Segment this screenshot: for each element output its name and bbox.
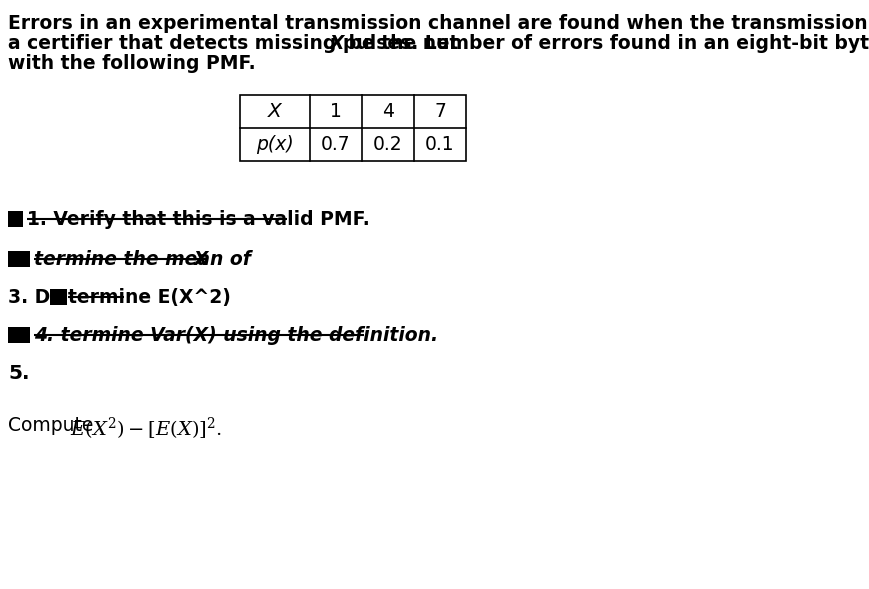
Bar [8, 327, 30, 343]
Bar [50, 289, 67, 305]
Bar [240, 95, 466, 161]
Text: X: X [268, 102, 282, 121]
Bar [8, 211, 23, 227]
Text: a certifier that detects missing pulses. Let: a certifier that detects missing pulses.… [8, 34, 464, 53]
Text: $E(X^2) - [E(X)]^2.$: $E(X^2) - [E(X)]^2.$ [70, 416, 222, 442]
Text: 7: 7 [434, 102, 446, 121]
Text: 0.7: 0.7 [321, 135, 350, 154]
Bar [8, 251, 30, 267]
Text: termine the mean of: termine the mean of [34, 250, 257, 269]
Text: 4. termine Var(X) using the definition.: 4. termine Var(X) using the definition. [34, 326, 438, 345]
Text: p(x): p(x) [255, 135, 294, 154]
Text: 1: 1 [329, 102, 342, 121]
Text: 0.2: 0.2 [373, 135, 402, 154]
Text: X: X [194, 250, 209, 269]
Text: Errors in an experimental transmission channel are found when the transmission i: Errors in an experimental transmission c… [8, 14, 869, 33]
Text: 5.: 5. [8, 364, 30, 383]
Text: termine E(X^2): termine E(X^2) [68, 288, 230, 307]
Text: 3. De: 3. De [8, 288, 63, 307]
Text: 1. Verify that this is a valid PMF.: 1. Verify that this is a valid PMF. [27, 210, 369, 229]
Text: 4: 4 [381, 102, 394, 121]
Text: be the number of errors found in an eight-bit byte: be the number of errors found in an eigh… [342, 34, 869, 53]
Text: X: X [329, 34, 344, 53]
Text: with the following PMF.: with the following PMF. [8, 54, 255, 73]
Text: 0.1: 0.1 [425, 135, 454, 154]
Text: Compute: Compute [8, 416, 99, 435]
